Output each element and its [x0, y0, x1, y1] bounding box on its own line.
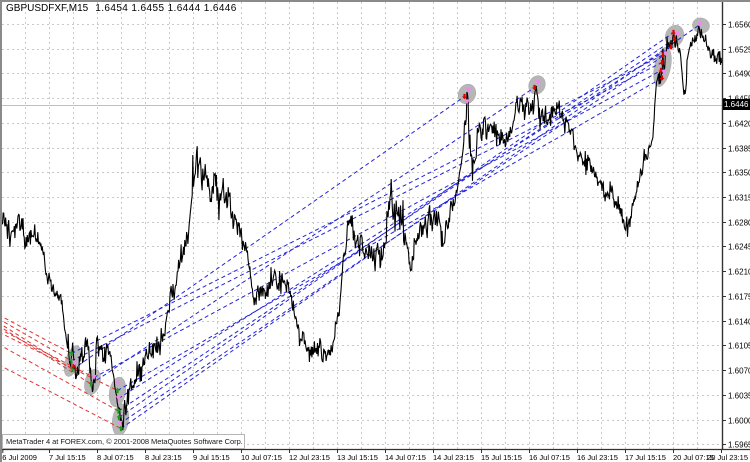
sell-trade-line: [0, 315, 72, 354]
time-tick-label: 17 Jul 15:15: [625, 453, 666, 462]
close-arrow-icon: [661, 69, 667, 76]
buy-trade-lines: [71, 24, 701, 429]
price-tick-label: 1.6140: [728, 318, 750, 327]
buy-arrow-icon: [69, 366, 76, 373]
time-tick-label: 16 Jul 23:15: [577, 453, 618, 462]
sell-arrow-icon: [531, 84, 538, 91]
time-tick-label: 10 Jul 07:15: [241, 453, 282, 462]
close-arrow-icon: [117, 420, 123, 427]
sell-arrow-icon: [659, 75, 665, 81]
close-arrow-icon: [465, 87, 472, 94]
chart-title: GBPUSDFXF,M15 1.6454 1.6455 1.6444 1.6446: [6, 3, 237, 14]
sell-arrow-icon: [668, 44, 674, 50]
sell-arrow-icon: [660, 52, 666, 58]
time-tick-label: 6 Jul 2009: [2, 453, 37, 462]
sell-trade-line: [0, 344, 119, 412]
time-tick-label: 9 Jul 15:15: [193, 453, 230, 462]
close-arrow-icon: [71, 360, 78, 366]
time-tick-label: 8 Jul 23:15: [145, 453, 182, 462]
time-tick-label: 15 Jul 15:15: [481, 453, 522, 462]
price-tick-label: 1.5965: [728, 441, 750, 450]
buy-arrow-icon: [115, 408, 122, 414]
buy-arrow-icon: [116, 414, 122, 421]
close-arrow-icon: [91, 374, 97, 381]
time-tick-label: 16 Jul 07:15: [529, 453, 570, 462]
sell-trade-line: [0, 364, 122, 429]
sell-trade-line: [0, 319, 72, 362]
price-tick-label: 1.6245: [728, 243, 750, 252]
current-price-badge: 1.6446: [723, 99, 750, 110]
frame-left: [0, 0, 2, 462]
price-tick-label: 1.6105: [728, 342, 750, 351]
close-arrow-icon: [115, 395, 122, 402]
watermark-label: MetaTrader 4 at FOREX.com, © 2001-2008 M…: [6, 437, 243, 446]
buy-trade-line: [72, 96, 465, 370]
time-tick-label: 14 Jul 07:15: [385, 453, 426, 462]
price-tick-label: 1.6210: [728, 268, 750, 277]
buy-arrow-icon: [88, 381, 94, 387]
buy-arrow-icon: [118, 425, 124, 432]
price-tick-label: 1.6420: [728, 120, 750, 129]
close-arrow-icon: [674, 31, 681, 38]
price-line-series: [1, 25, 723, 431]
ohlc-values-label: 1.6454 1.6455 1.6444 1.6446: [95, 3, 237, 14]
price-tick-label: 1.6175: [728, 293, 750, 302]
price-tick-label: 1.6000: [728, 417, 750, 426]
buy-arrow-icon: [68, 358, 75, 364]
sell-arrow-icon: [659, 59, 665, 66]
buy-trade-line: [71, 54, 664, 354]
watermark-box: MetaTrader 4 at FOREX.com, © 2001-2008 M…: [2, 434, 245, 449]
sell-arrow-icon: [461, 93, 468, 100]
time-tick-label: 20 Jul 23:15: [707, 453, 748, 462]
price-tick-label: 1.6525: [728, 46, 750, 55]
buy-trade-line: [71, 62, 663, 362]
trade-markers: [68, 21, 703, 432]
sell-arrow-icon: [658, 67, 664, 74]
close-arrow-icon: [535, 79, 541, 86]
buy-arrow-icon: [68, 350, 75, 357]
price-tick-label: 1.6315: [728, 194, 750, 203]
sell-trade-line: [0, 323, 73, 370]
time-tick-label: 13 Jul 15:15: [337, 453, 378, 462]
close-arrow-icon: [697, 21, 703, 28]
price-tick-label: 1.6350: [728, 169, 750, 178]
time-tick-label: 7 Jul 15:15: [49, 453, 86, 462]
buy-trade-line: [90, 87, 535, 385]
time-tick-label: 14 Jul 23:15: [433, 453, 474, 462]
symbol-period-label: GBPUSDFXF,M15: [6, 3, 89, 14]
price-tick-label: 1.6035: [728, 392, 750, 401]
buy-trade-line: [118, 32, 674, 418]
signal-highlight-ellipse[interactable]: [526, 73, 549, 97]
time-scale[interactable]: 6 Jul 2009 7 Jul 15:15 8 Jul 07:15 8 Jul 23…: [2, 449, 748, 462]
sell-trade-line: [0, 326, 92, 385]
price-tick-label: 1.6490: [728, 70, 750, 79]
time-tick-label: 20 Jul 07:15: [673, 453, 714, 462]
price-tick-label: 1.6385: [728, 145, 750, 154]
price-tick-label: 1.6070: [728, 367, 750, 376]
sell-arrow-icon: [70, 363, 77, 370]
time-tick-label: 8 Jul 07:15: [97, 453, 134, 462]
time-tick-label: 12 Jul 23:15: [289, 453, 330, 462]
buy-arrow-icon: [114, 387, 121, 394]
close-arrow-icon: [464, 99, 470, 105]
sell-arrow-icon: [671, 36, 678, 42]
close-arrow-icon: [663, 51, 669, 57]
price-tick-label: 1.6560: [728, 21, 750, 30]
price-tick-label: 1.6280: [728, 219, 750, 228]
buy-trade-line: [119, 53, 667, 424]
sell-arrow-icon: [670, 29, 677, 36]
buy-trade-line: [93, 70, 662, 378]
close-arrow-icon: [114, 380, 121, 387]
frame-top: [0, 0, 750, 2]
signal-highlight-ellipse[interactable]: [691, 16, 711, 35]
